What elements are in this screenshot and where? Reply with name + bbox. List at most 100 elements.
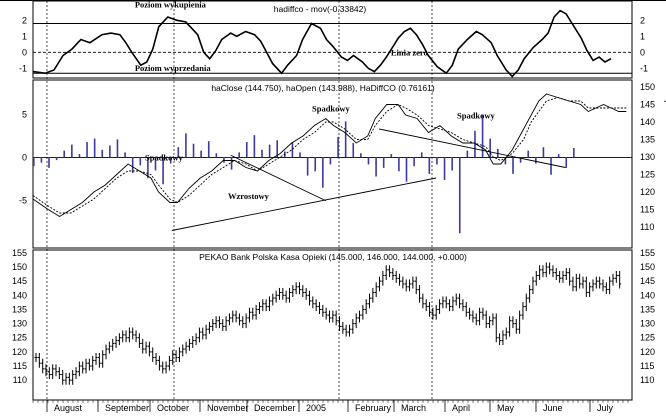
y-tick-label-right: 115 [640,205,654,215]
hadiffco-bar [268,144,271,158]
y-tick-label-left: 110 [13,375,27,385]
y-tick-label-right: 150 [640,262,655,272]
hadiffco-bar [428,157,431,174]
hadiffco-bar [352,142,355,158]
x-tick-label: September [105,403,149,413]
hadiffco-bar [116,139,119,158]
hadiffco-bar [390,154,393,158]
hadiffco-bar [337,136,339,158]
hadiffco-bar [154,157,157,171]
hadiffco-bar [177,147,180,158]
hadiffco-bar [124,152,126,158]
y-tick-label-right: 155 [640,248,655,258]
y-tick-label-right: 120 [640,347,655,357]
trendline [378,128,566,168]
hadiffco-bar [322,157,324,188]
hadiffco-bar [245,142,248,158]
annotation-label: Spadkowy [312,104,351,114]
y-tick-label-left: 125 [12,333,27,343]
y-tick-label-right: 145 [640,276,655,286]
panel-frame-3 [32,249,633,401]
y-tick-label-left: 140 [12,290,27,300]
y-tick-label-right: 145 [640,100,655,110]
haclose-line [32,93,627,218]
y-tick-label-right: 120 [640,187,655,197]
hadiffco-bar [535,157,537,164]
y-tick-label-left: 155 [12,248,27,258]
y-tick-label-right: 135 [640,135,655,145]
hadiffco-bar [527,150,530,158]
y-tick-label-right: 130 [640,152,655,162]
annotation-label: Wzrostowy [228,191,270,201]
hadiffco-bar [306,157,309,176]
hadiffco-bar [420,152,423,158]
hadiffco-bar [489,138,491,158]
hadiffco-bar [33,157,35,167]
hadiffco-bar [398,157,400,172]
hadiffco-bar [162,157,164,185]
x-tick-label: May [497,403,515,413]
y-tick-label-left: 1 [22,31,27,41]
y-tick-label-right: 110 [640,222,654,232]
hadiffco-bar [131,157,134,174]
x-tick-label: August [54,403,83,413]
hadiffco-bar [200,150,202,158]
hadiffco-bar [48,157,50,168]
y-tick-label-right: 130 [640,319,655,329]
x-tick-label: December [254,403,296,413]
hadiffco-bar [185,133,187,158]
x-axis: August September October November December 20… [32,399,632,413]
oscillator-panel: -1 -1 0 0 1 1 2 2 hadiffco - mov(-0.33842) Poziom… [19,0,648,78]
hadiffco-bar [215,153,218,158]
hadiffco-bar [192,143,195,158]
y-tick-label-left: 145 [12,276,27,286]
panel-title-oscillator: hadiffco - mov(-0.33842) [274,4,367,14]
hadiffco-bar [329,157,332,165]
annotation-label: Linia zero [391,48,428,58]
hadiffco-bar [367,157,370,165]
hadiffco-bar [474,130,476,158]
price-panel: 110 110 115 115 120 120 125 125 130 130 135 135 140 1… [12,248,655,385]
x-tick-label: October [157,403,189,413]
hadiffco-bar [375,157,377,177]
haopen-line [32,97,627,214]
hadiffco-bar [147,157,149,179]
x-tick-label: 2005 [306,403,326,413]
y-tick-label-right: 125 [640,170,655,180]
hadiffco-bar [86,142,88,158]
hadiffco-bar [458,157,461,234]
y-tick-label-left: 5 [22,109,27,119]
hadiffco-bar [253,135,256,158]
hadiffco-bar [109,145,111,158]
x-tick-label: April [452,403,470,413]
hadiffco-bar [55,157,58,161]
month-gridlines [46,1,433,400]
y-tick-label-left: 0 [22,153,27,163]
annotation-label: Spadkowy [457,111,496,121]
y-tick-label-right: 0 [640,47,645,57]
trendline [230,154,327,202]
y-tick-label-left: 150 [12,262,27,272]
hadiffco-bar [230,157,233,170]
y-tick-label-left: 130 [12,319,27,329]
y-tick-label-right: 2 [640,15,645,25]
hadiffco-bar [238,152,240,158]
y-tick-label-left: 120 [12,347,27,357]
x-tick-label: November [207,403,249,413]
y-tick-label-right: 125 [640,333,655,343]
hadiffco-bar [78,154,81,158]
x-tick-label: February [355,403,392,413]
y-tick-label-right: 135 [640,304,655,314]
hadiffco-bar [519,157,522,163]
hadiffco-bar [360,153,362,158]
y-tick-label-left: -5 [19,196,27,206]
hadiffco-bar [291,142,294,158]
panel-title-heikin-ashi: haClose (144.750), haOpen (143.988), HaD… [211,83,435,93]
hadiffco-bar [542,147,545,158]
y-tick-label-left: 0 [22,47,27,57]
annotation-label: Poziom wyprzedania [135,63,212,73]
hadiffco-bar [299,152,301,158]
hadiffco-bar [451,157,453,171]
hadiffco-bar [169,157,172,164]
y-tick-label-right: -1 [640,63,648,73]
